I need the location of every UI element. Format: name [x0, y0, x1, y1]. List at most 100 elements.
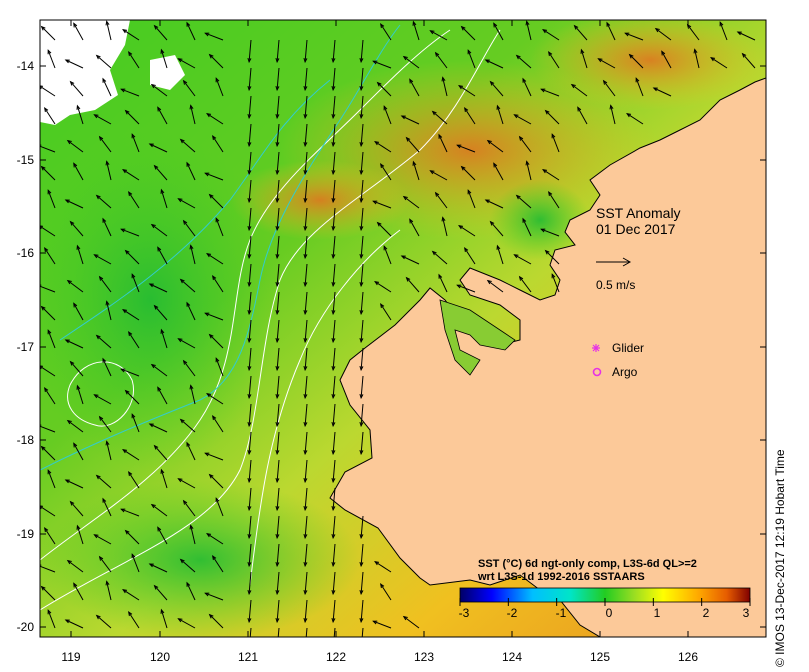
velocity-arrow: [157, 387, 168, 405]
velocity-arrow: [374, 561, 392, 573]
velocity-arrow: [464, 247, 476, 265]
velocity-arrowhead: [542, 169, 548, 174]
velocity-arrowhead: [486, 279, 492, 285]
velocity-arrow: [377, 222, 392, 237]
velocity-arrow: [332, 67, 336, 90]
velocity-arrow: [96, 55, 112, 69]
velocity-arrowhead: [40, 365, 44, 370]
velocity-arrow: [212, 415, 224, 433]
velocity-arrow: [44, 527, 56, 545]
velocity-arrow: [276, 459, 280, 482]
y-tick-label: -18: [16, 433, 34, 447]
velocity-arrow: [41, 26, 56, 41]
velocity-arrow: [548, 191, 560, 209]
velocity-arrow: [332, 207, 336, 230]
velocity-arrow: [154, 305, 168, 321]
velocity-arrowhead: [654, 27, 660, 33]
velocity-arrow: [522, 78, 532, 97]
velocity-arrow: [122, 589, 140, 601]
velocity-arrow: [487, 280, 504, 293]
velocity-arrowhead: [303, 253, 308, 260]
velocity-arrow: [514, 254, 532, 265]
velocity-arrowhead: [150, 363, 156, 369]
velocity-arrow: [606, 22, 616, 41]
velocity-arrow: [332, 543, 336, 566]
velocity-arrow: [248, 403, 252, 426]
velocity-arrowhead: [303, 197, 308, 204]
velocity-arrow: [47, 330, 56, 349]
vector-scale-label: 0.5 m/s: [596, 278, 636, 292]
velocity-arrowhead: [204, 452, 210, 457]
velocity-arrowhead: [464, 107, 469, 113]
velocity-arrow: [106, 21, 112, 41]
velocity-arrowhead: [331, 85, 336, 92]
velocity-arrow: [304, 403, 308, 426]
velocity-arrow: [374, 281, 392, 293]
velocity-arrowhead: [73, 302, 78, 308]
velocity-arrowhead: [186, 161, 191, 167]
velocity-arrowhead: [128, 191, 133, 197]
velocity-arrow: [248, 151, 252, 174]
x-tick-label: 120: [149, 650, 171, 664]
velocity-arrow: [248, 291, 252, 314]
velocity-arrowhead: [44, 527, 49, 533]
y-tick-label: -16: [16, 246, 34, 260]
velocity-arrow: [603, 80, 616, 97]
cool-patch: [490, 180, 590, 260]
contour-line: [67, 361, 134, 427]
velocity-arrow: [44, 107, 56, 125]
velocity-arrow: [467, 190, 476, 209]
velocity-arrowhead: [182, 499, 188, 505]
velocity-arrowhead: [515, 54, 521, 60]
velocity-arrowhead: [693, 48, 698, 54]
velocity-arrow: [178, 58, 196, 69]
velocity-arrowhead: [331, 113, 336, 120]
velocity-arrowhead: [153, 584, 159, 590]
velocity-arrow: [41, 586, 56, 601]
velocity-arrowhead: [122, 169, 128, 174]
velocity-arrow: [304, 431, 308, 454]
velocity-arrowhead: [40, 225, 44, 230]
velocity-arrowhead: [400, 255, 406, 260]
velocity-arrow: [519, 276, 532, 293]
velocity-arrowhead: [544, 109, 550, 115]
velocity-arrow: [542, 29, 560, 41]
velocity-arrowhead: [303, 617, 308, 624]
velocity-arrowhead: [204, 312, 210, 317]
velocity-arrowhead: [148, 563, 154, 568]
velocity-arrow: [186, 442, 196, 461]
velocity-arrow: [151, 364, 168, 377]
velocity-arrow: [461, 166, 476, 181]
velocity-arrow: [332, 459, 336, 482]
velocity-arrowhead: [40, 305, 46, 311]
velocity-arrowhead: [303, 85, 308, 92]
velocity-arrowhead: [44, 387, 49, 393]
velocity-arrowhead: [186, 581, 191, 587]
x-tick-label: 125: [589, 650, 611, 664]
velocity-arrow: [248, 515, 252, 538]
velocity-arrow: [212, 275, 224, 293]
velocity-arrowhead: [303, 57, 308, 64]
velocity-arrow: [442, 77, 448, 97]
velocity-arrow: [209, 54, 224, 69]
velocity-arrow: [96, 475, 112, 489]
velocity-arrowhead: [208, 473, 214, 479]
velocity-arrow: [205, 312, 224, 321]
velocity-arrowhead: [380, 583, 385, 589]
velocity-arrow: [545, 250, 560, 265]
velocity-arrow: [151, 504, 168, 517]
velocity-arrow: [151, 84, 168, 97]
velocity-arrow: [580, 49, 588, 69]
velocity-arrowhead: [303, 589, 308, 596]
velocity-arrow: [304, 459, 308, 482]
velocity-arrowhead: [359, 85, 364, 92]
velocity-arrowhead: [128, 611, 133, 617]
velocity-arrow: [160, 189, 168, 209]
velocity-arrowhead: [182, 79, 188, 85]
velocity-arrow: [496, 245, 504, 265]
velocity-arrowhead: [275, 617, 280, 624]
velocity-arrow: [248, 487, 252, 510]
velocity-arrow: [461, 26, 476, 41]
velocity-arrowhead: [412, 20, 417, 26]
velocity-arrowhead: [153, 24, 159, 30]
